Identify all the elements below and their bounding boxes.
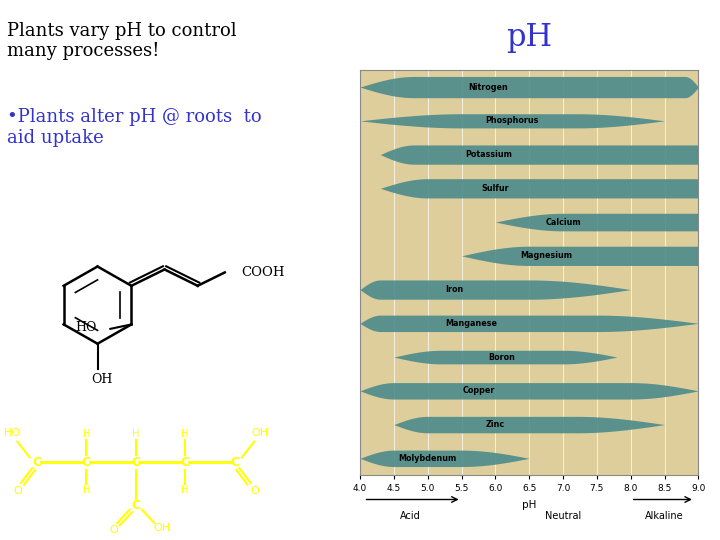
Text: O: O (109, 525, 118, 535)
Text: HO: HO (4, 428, 21, 438)
Text: C: C (82, 456, 91, 469)
Text: H: H (83, 485, 90, 495)
Text: Molybdenum: Molybdenum (399, 454, 456, 463)
Text: Alkaline: Alkaline (645, 511, 684, 521)
Text: Potassium: Potassium (465, 150, 512, 159)
Text: HO: HO (76, 321, 97, 334)
Text: Copper: Copper (462, 386, 495, 395)
Text: Acid: Acid (400, 511, 421, 521)
Text: Plants vary pH to control
many processes!: Plants vary pH to control many processes… (7, 22, 237, 60)
Text: O: O (13, 487, 22, 496)
Text: H: H (181, 429, 189, 440)
X-axis label: pH: pH (522, 500, 536, 510)
Text: C: C (181, 456, 189, 469)
Text: Manganese: Manganese (446, 319, 498, 328)
Text: pH: pH (506, 22, 552, 52)
Text: Zinc: Zinc (486, 420, 505, 429)
Text: C: C (32, 456, 42, 469)
Text: Nitrogen: Nitrogen (469, 83, 508, 92)
Text: H: H (83, 429, 90, 440)
Text: Sulfur: Sulfur (482, 184, 509, 193)
Text: O: O (250, 487, 258, 496)
Text: OH: OH (153, 523, 170, 533)
Text: Iron: Iron (446, 285, 464, 294)
Text: Phosphorus: Phosphorus (485, 116, 539, 125)
Text: Neutral: Neutral (545, 511, 581, 521)
Text: Calcium: Calcium (545, 218, 581, 227)
Text: COOH: COOH (241, 266, 285, 279)
Text: Magnesium: Magnesium (520, 251, 572, 260)
Text: H: H (181, 485, 189, 495)
Text: H: H (132, 429, 140, 440)
Text: Boron: Boron (489, 353, 516, 362)
Text: OH: OH (252, 428, 269, 438)
Text: OH: OH (91, 373, 113, 386)
Text: •Plants alter pH @ roots  to
aid uptake: •Plants alter pH @ roots to aid uptake (7, 108, 262, 147)
Text: C: C (230, 456, 239, 469)
Text: C: C (131, 456, 140, 469)
Text: C: C (131, 500, 140, 512)
